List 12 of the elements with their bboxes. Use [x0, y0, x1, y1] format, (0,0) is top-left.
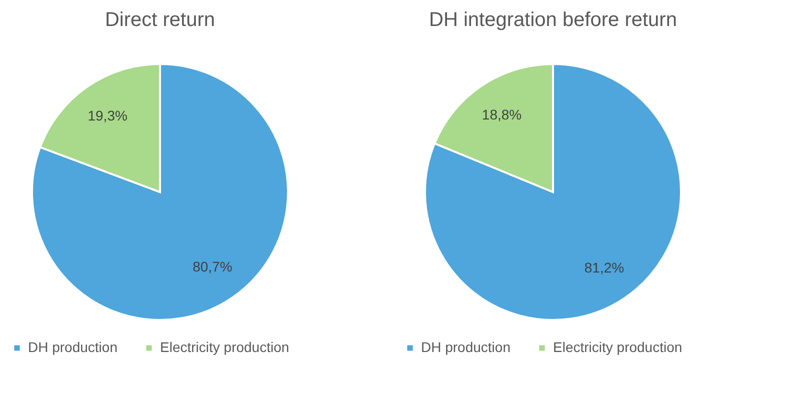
chart-title: DH integration before return: [429, 9, 677, 31]
legend-label: Electricity production: [160, 339, 290, 355]
data-label: 18,8%: [482, 106, 522, 123]
legend-label: DH production: [28, 339, 118, 355]
data-label: 81,2%: [584, 259, 624, 276]
chart-title: Direct return: [104, 9, 216, 31]
data-label: 80,7%: [192, 258, 232, 275]
pie-slice: [424, 63, 682, 321]
legend-label: Electricity production: [553, 339, 682, 355]
pie-slice: [31, 63, 289, 321]
legend-label: DH production: [421, 339, 510, 355]
data-label: 19,3%: [88, 107, 128, 124]
